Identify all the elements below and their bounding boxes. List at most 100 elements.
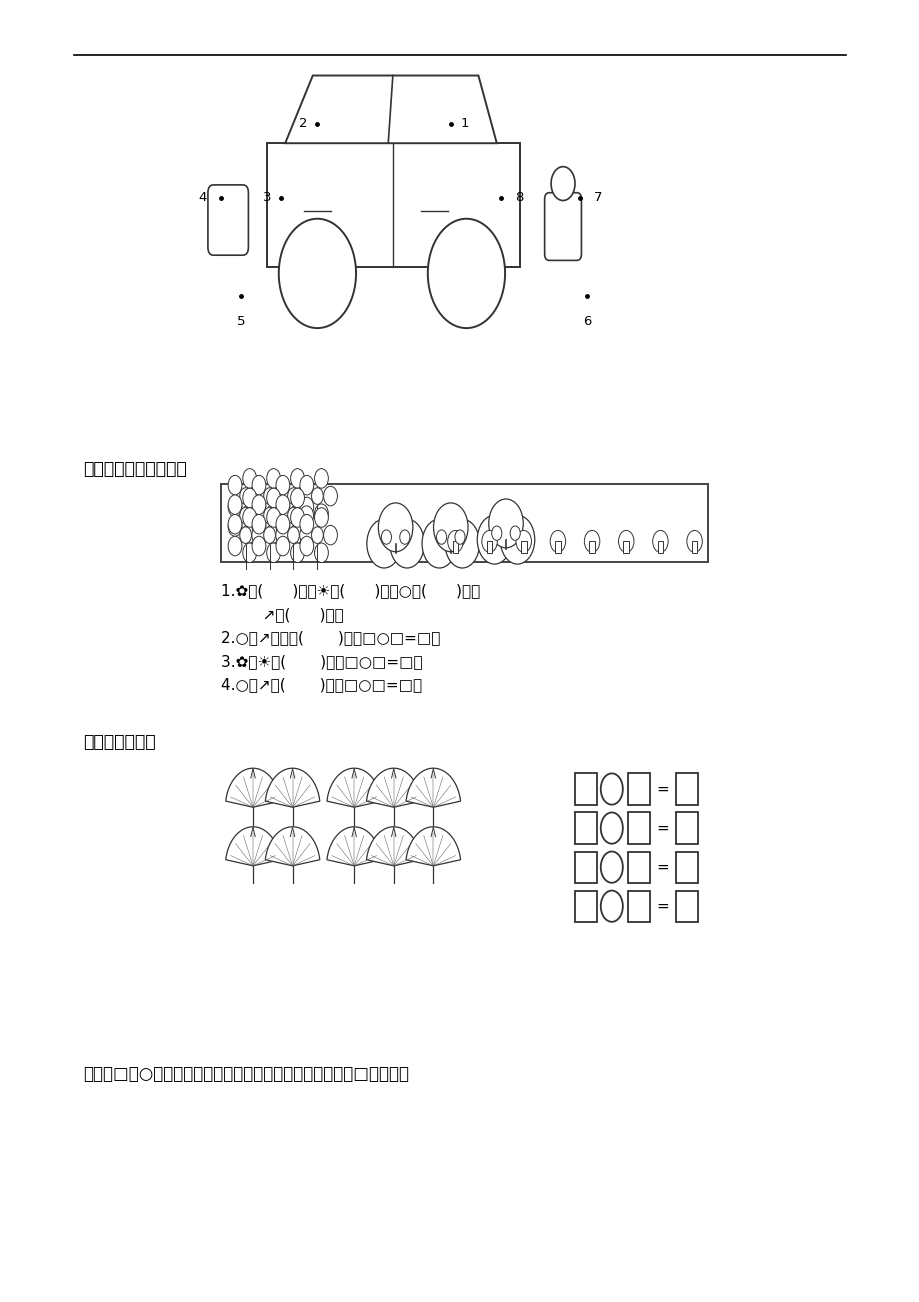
- Text: 4: 4: [198, 191, 207, 204]
- Circle shape: [240, 488, 251, 504]
- Circle shape: [276, 536, 289, 556]
- Bar: [520, 542, 526, 553]
- Polygon shape: [265, 827, 320, 866]
- Circle shape: [436, 530, 447, 544]
- Circle shape: [264, 488, 275, 504]
- Circle shape: [290, 543, 304, 562]
- Circle shape: [252, 514, 266, 534]
- Text: 1: 1: [460, 117, 469, 130]
- Circle shape: [445, 519, 479, 568]
- Circle shape: [264, 527, 275, 543]
- Circle shape: [276, 497, 289, 517]
- Text: 5: 5: [236, 315, 245, 328]
- Bar: [221, 484, 708, 562]
- Circle shape: [314, 508, 328, 527]
- Polygon shape: [405, 827, 460, 866]
- Circle shape: [477, 516, 511, 564]
- Text: 4.○比↗少(       )个，□○□=□。: 4.○比↗少( )个，□○□=□。: [221, 677, 422, 693]
- Circle shape: [278, 219, 356, 328]
- Circle shape: [228, 536, 242, 556]
- Circle shape: [290, 508, 304, 527]
- Circle shape: [600, 852, 622, 883]
- Circle shape: [276, 475, 289, 495]
- Circle shape: [267, 488, 280, 508]
- Circle shape: [267, 523, 280, 543]
- Circle shape: [600, 891, 622, 922]
- Circle shape: [300, 526, 313, 546]
- Circle shape: [252, 495, 266, 514]
- Circle shape: [276, 517, 289, 536]
- Circle shape: [290, 523, 304, 543]
- Circle shape: [252, 497, 266, 517]
- Circle shape: [252, 536, 266, 556]
- Bar: [628, 773, 650, 805]
- Text: 五、数一数，算一算。: 五、数一数，算一算。: [83, 460, 187, 478]
- Circle shape: [300, 536, 313, 556]
- Bar: [675, 812, 698, 844]
- FancyBboxPatch shape: [208, 185, 248, 255]
- Polygon shape: [225, 827, 280, 866]
- Bar: [452, 542, 458, 553]
- Circle shape: [390, 519, 424, 568]
- Circle shape: [243, 488, 256, 508]
- Bar: [675, 773, 698, 805]
- Circle shape: [482, 530, 497, 552]
- Circle shape: [243, 508, 256, 527]
- Text: 2.○和↗一共有(       )个，□○□=□。: 2.○和↗一共有( )个，□○□=□。: [221, 630, 439, 646]
- Bar: [657, 542, 663, 553]
- Circle shape: [228, 475, 242, 495]
- Circle shape: [600, 773, 622, 805]
- Circle shape: [300, 497, 313, 517]
- Text: =: =: [655, 820, 668, 836]
- Polygon shape: [366, 768, 421, 807]
- Circle shape: [380, 530, 391, 544]
- Circle shape: [228, 497, 242, 517]
- Circle shape: [427, 219, 505, 328]
- Circle shape: [550, 530, 565, 552]
- Circle shape: [652, 530, 667, 552]
- Circle shape: [422, 519, 456, 568]
- Circle shape: [290, 488, 304, 508]
- Circle shape: [267, 504, 280, 523]
- Bar: [574, 812, 596, 844]
- Circle shape: [516, 530, 531, 552]
- Circle shape: [243, 504, 256, 523]
- Bar: [554, 542, 560, 553]
- Circle shape: [243, 523, 256, 543]
- Circle shape: [288, 527, 299, 543]
- Circle shape: [323, 526, 337, 546]
- Circle shape: [240, 527, 251, 543]
- Circle shape: [276, 487, 289, 505]
- Circle shape: [276, 505, 289, 525]
- FancyBboxPatch shape: [544, 193, 581, 260]
- Bar: [574, 852, 596, 883]
- Circle shape: [267, 469, 280, 488]
- Circle shape: [400, 530, 410, 544]
- Circle shape: [243, 543, 256, 562]
- Text: 六、看图列式。: 六、看图列式。: [83, 733, 155, 751]
- Bar: [691, 542, 697, 553]
- Circle shape: [509, 526, 520, 540]
- Bar: [574, 891, 596, 922]
- Circle shape: [252, 475, 266, 495]
- Text: 2: 2: [299, 117, 308, 130]
- Circle shape: [228, 517, 242, 536]
- Circle shape: [314, 504, 328, 523]
- Text: 3.✿比☀多(       )个，□○□=□。: 3.✿比☀多( )个，□○□=□。: [221, 654, 422, 669]
- Circle shape: [228, 514, 242, 534]
- Circle shape: [290, 504, 304, 523]
- Circle shape: [240, 508, 251, 523]
- Circle shape: [276, 526, 289, 546]
- Circle shape: [312, 488, 323, 504]
- Circle shape: [252, 517, 266, 536]
- Polygon shape: [265, 768, 320, 807]
- Circle shape: [288, 508, 299, 523]
- Text: 6: 6: [582, 315, 591, 328]
- Polygon shape: [405, 768, 460, 807]
- Circle shape: [492, 526, 502, 540]
- Polygon shape: [285, 76, 496, 143]
- Circle shape: [378, 503, 413, 552]
- Polygon shape: [225, 768, 280, 807]
- Circle shape: [314, 543, 328, 562]
- Bar: [486, 542, 492, 553]
